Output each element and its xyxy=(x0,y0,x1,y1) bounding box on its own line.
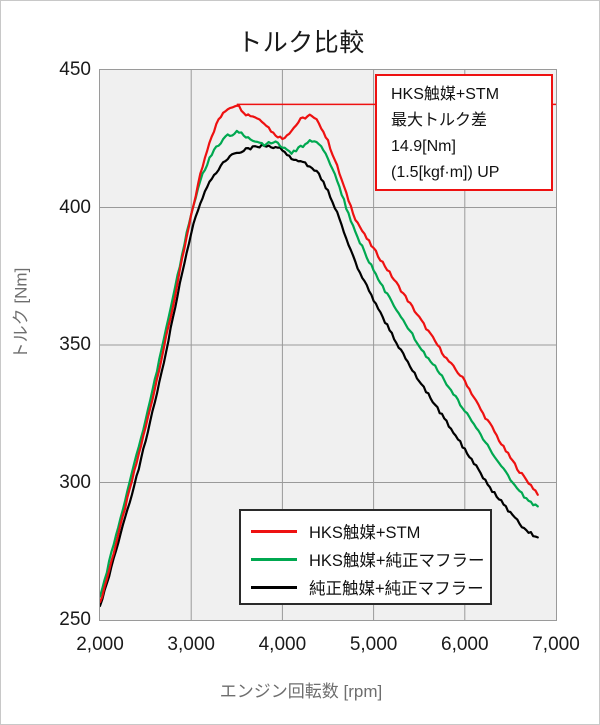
x-tick-label: 4,000 xyxy=(258,634,307,655)
legend: HKS触媒+STM HKS触媒+純正マフラー 純正触媒+純正マフラー xyxy=(239,509,492,605)
annotation-line-1: HKS触媒+STM xyxy=(391,86,500,103)
legend-swatch-icon xyxy=(251,585,297,589)
x-tick-label: 7,000 xyxy=(532,634,580,655)
y-axis-label: トルク [Nm] xyxy=(11,267,31,360)
legend-item-label: HKS触媒+純正マフラー xyxy=(309,552,485,570)
annotation-line-3: 14.9[Nm] xyxy=(391,138,456,155)
x-axis-label: エンジン回転数 [rpm] xyxy=(219,682,383,701)
annotation-line-2: 最大トルク差 xyxy=(391,112,488,129)
series-line-green xyxy=(100,129,539,598)
y-tick-label: 300 xyxy=(59,471,91,493)
legend-item-label: 純正触媒+純正マフラー xyxy=(309,580,484,598)
x-tick-label: 6,000 xyxy=(441,634,489,655)
y-tick-label: 400 xyxy=(59,196,91,218)
plot-svg xyxy=(100,70,556,620)
page-title: トルク比較 xyxy=(237,29,365,57)
legend-swatch-icon xyxy=(251,557,297,561)
legend-item-label: HKS触媒+STM xyxy=(309,524,421,542)
series-line-black xyxy=(100,143,539,608)
y-tick-label: 250 xyxy=(59,609,91,630)
legend-item-2: 純正触媒+純正マフラー xyxy=(241,573,490,601)
series-line-red xyxy=(100,104,539,604)
x-tick-label: 3,000 xyxy=(167,634,215,655)
y-tick-label: 450 xyxy=(59,59,91,80)
legend-item-1: HKS触媒+純正マフラー xyxy=(241,545,490,573)
annotation-callout: HKS触媒+STM 最大トルク差 14.9[Nm] (1.5[kgf·m]) U… xyxy=(375,74,553,191)
x-tick-label: 2,000 xyxy=(76,634,124,655)
legend-item-0: HKS触媒+STM xyxy=(241,517,490,545)
legend-swatch-icon xyxy=(251,529,297,533)
annotation-line-4: (1.5[kgf·m]) UP xyxy=(391,164,500,181)
x-tick-label: 5,000 xyxy=(349,634,398,655)
